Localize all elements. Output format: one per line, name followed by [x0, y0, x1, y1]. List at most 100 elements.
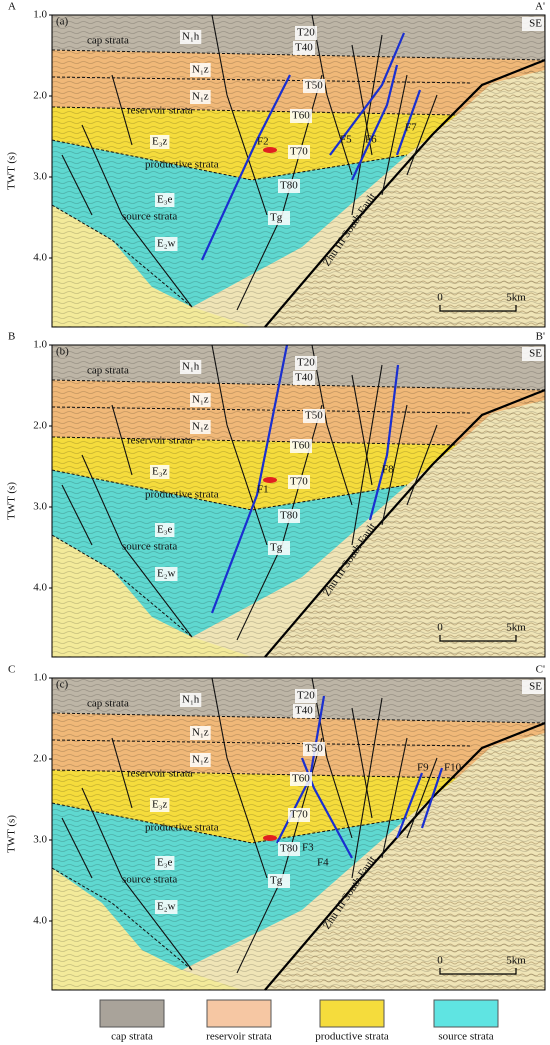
horizon-label: Tg [270, 875, 283, 887]
panel-frame [51, 344, 546, 658]
fault-line [111, 404, 133, 476]
y-tick-label: 4.0 [33, 582, 47, 594]
strata-label: source strata [122, 874, 177, 886]
legend-swatch [99, 999, 165, 1028]
horizon-label: T80 [280, 510, 298, 522]
strata-label: E₂w [157, 901, 176, 913]
fault-line [211, 14, 268, 216]
scale-label: 0 [437, 292, 443, 304]
fault-line [311, 677, 353, 839]
legend-swatch [433, 999, 499, 1028]
label-box [150, 465, 170, 479]
horizon-label: T20 [297, 357, 315, 369]
named-fault-line [420, 767, 444, 829]
scale-label: 0 [437, 955, 443, 967]
label-box [278, 509, 300, 523]
fault-line [381, 404, 408, 526]
legend-swatch [319, 999, 385, 1028]
label-box [155, 900, 178, 914]
direction: SE [529, 348, 542, 360]
fault-line [351, 364, 383, 546]
y-tick-label: 2.0 [33, 753, 47, 765]
gas-show [263, 477, 277, 483]
label-box [150, 798, 170, 812]
legend-label: source strata [438, 1031, 493, 1043]
label-box [268, 541, 290, 555]
y-tick-label: 4.0 [33, 252, 47, 264]
strata-label: productive strata [145, 159, 219, 171]
strata-label: N₁z [192, 421, 209, 433]
label-box [290, 772, 312, 786]
label-box [180, 30, 202, 44]
horizon-label: Tg [270, 542, 283, 554]
y-axis-title: TWT (s) [6, 152, 18, 190]
label-box [180, 693, 202, 707]
label-box [288, 145, 310, 159]
label-box [295, 689, 317, 703]
label-box [295, 26, 317, 40]
strata-label: reservoir strata [127, 768, 193, 780]
horizon-label: T40 [295, 372, 313, 384]
strata-label: E₃z [152, 136, 168, 148]
fault-label: F6 [365, 134, 377, 146]
label-box [293, 371, 315, 385]
horizon-line [51, 76, 473, 84]
horizon-label: T80 [280, 180, 298, 192]
label-box [190, 726, 211, 740]
fault-label: F8 [382, 464, 394, 476]
strata-label: N₁z [192, 727, 209, 739]
main-fault-line [264, 388, 546, 658]
scale-label: 5km [506, 955, 526, 967]
strata-label: E₃e [157, 524, 173, 536]
horizon-label: T20 [297, 690, 315, 702]
named-fault-line [351, 64, 399, 181]
label-box [288, 808, 310, 822]
named-fault-line [368, 364, 400, 521]
direction-box [522, 17, 544, 31]
section-end-right: B' [536, 331, 545, 343]
label-box [290, 439, 312, 453]
horizon-label: T60 [292, 440, 310, 452]
label-box [155, 237, 178, 251]
strata-label: N₁z [192, 394, 209, 406]
strata-label: N₁z [192, 64, 209, 76]
section-end-right: A' [535, 1, 545, 13]
legend-label: cap strata [111, 1031, 153, 1043]
panel: (a) SE A A' TWT (s) 1.0 2.0 3.0 4.0 cap strata N₁h… [6, 1, 546, 328]
y-axis-title: TWT (s) [6, 482, 18, 520]
horizon-label: T40 [295, 42, 313, 54]
strata-label: cap strata [87, 365, 129, 377]
fault-line [61, 484, 93, 546]
strata-label: E₃z [152, 799, 168, 811]
label-box [190, 90, 211, 104]
strata-label: N₁z [192, 754, 209, 766]
horizon-label: T80 [280, 843, 298, 855]
horizon-label: T50 [305, 410, 323, 422]
strata-label: source strata [122, 211, 177, 223]
fault-line [351, 707, 373, 819]
fault-line [381, 737, 408, 859]
y-tick-label: 3.0 [33, 501, 47, 513]
label-box [155, 856, 175, 870]
fault-label: F7 [405, 122, 417, 134]
named-fault-line [329, 32, 406, 156]
main-fault-line [264, 58, 546, 328]
named-fault-line [300, 757, 353, 859]
direction: SE [529, 681, 542, 693]
label-box [180, 360, 202, 374]
horizon-line [51, 769, 458, 779]
fault-line [406, 94, 438, 176]
horizon-label: T70 [290, 146, 308, 158]
label-box [150, 135, 170, 149]
label-box [293, 41, 315, 55]
named-fault-line [395, 772, 424, 839]
fault-line [81, 124, 193, 308]
horizon-line [51, 406, 473, 414]
label-box [190, 420, 211, 434]
basement-texture [267, 65, 545, 327]
scale-label: 0 [437, 622, 443, 634]
horizon-label: T50 [305, 743, 323, 755]
fault-line [406, 424, 438, 506]
scale-bar [439, 305, 517, 312]
fault-line [81, 787, 193, 971]
